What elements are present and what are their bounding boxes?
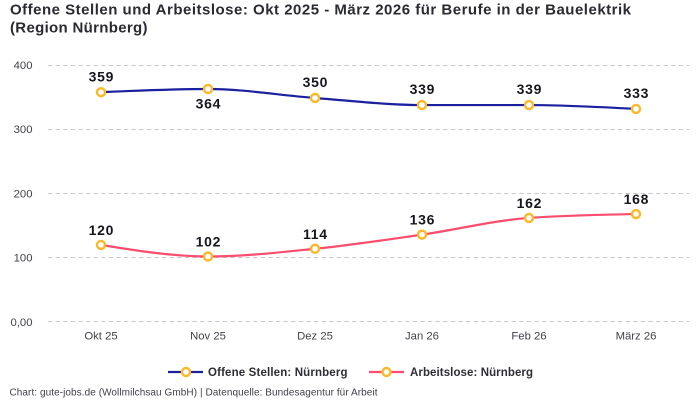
svg-text:Feb 26: Feb 26	[511, 331, 546, 343]
svg-text:364: 364	[196, 95, 222, 111]
svg-text:Dez 25: Dez 25	[297, 331, 333, 343]
svg-text:162: 162	[517, 195, 543, 211]
svg-text:350: 350	[303, 74, 329, 90]
svg-text:Okt 25: Okt 25	[84, 331, 117, 343]
svg-text:0,00: 0,00	[11, 317, 33, 329]
svg-text:Arbeitslose: Nürnberg: Arbeitslose: Nürnberg	[410, 367, 533, 379]
svg-text:Offene Stellen und Arbeitslose: Offene Stellen und Arbeitslose: Okt 2025…	[10, 2, 632, 19]
svg-text:400: 400	[14, 60, 33, 72]
svg-text:Chart: gute-jobs.de (Wollmilch: Chart: gute-jobs.de (Wollmilchsau GmbH) …	[10, 388, 378, 399]
svg-text:120: 120	[89, 222, 115, 238]
svg-text:136: 136	[410, 212, 436, 228]
svg-text:359: 359	[89, 68, 115, 84]
svg-text:339: 339	[517, 81, 543, 97]
svg-text:März 26: März 26	[616, 331, 657, 343]
svg-text:339: 339	[410, 81, 436, 97]
svg-text:Offene Stellen: Nürnberg: Offene Stellen: Nürnberg	[208, 367, 348, 379]
svg-text:168: 168	[624, 191, 650, 207]
svg-text:333: 333	[624, 85, 650, 101]
svg-text:100: 100	[14, 253, 33, 265]
svg-text:300: 300	[14, 124, 33, 136]
svg-text:102: 102	[196, 234, 222, 250]
svg-text:Jan 26: Jan 26	[405, 331, 439, 343]
svg-text:(Region Nürnberg): (Region Nürnberg)	[10, 20, 148, 37]
svg-text:200: 200	[14, 188, 33, 200]
svg-text:Nov 25: Nov 25	[190, 331, 226, 343]
svg-text:114: 114	[303, 226, 328, 242]
